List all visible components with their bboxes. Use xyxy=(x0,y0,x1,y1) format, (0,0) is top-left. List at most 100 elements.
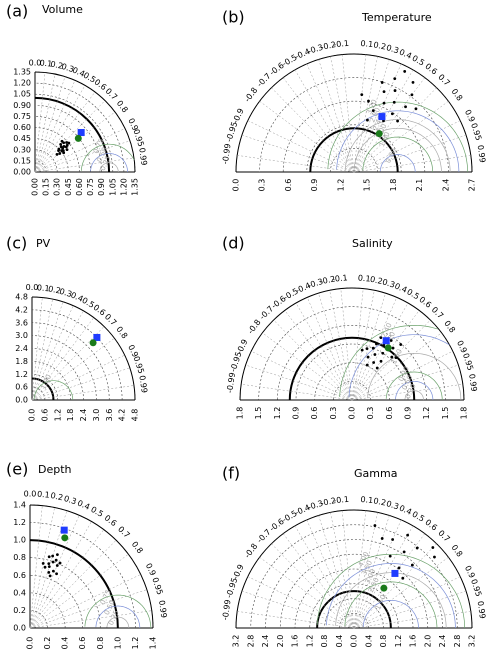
correlation-tick-label: 0.6 xyxy=(417,295,433,310)
std-circle xyxy=(34,149,58,173)
correlation-tick-label: 0.9 xyxy=(463,564,477,579)
correlation-line xyxy=(31,326,105,401)
x-tick-label: 1.4 xyxy=(149,637,158,650)
model-point xyxy=(367,99,370,103)
correlation-tick-label: 0.0 xyxy=(24,489,37,498)
model-point xyxy=(410,563,414,567)
model-point xyxy=(41,561,45,565)
model-point xyxy=(366,355,370,359)
model-point xyxy=(380,537,384,540)
rms-contour xyxy=(353,127,442,172)
std-circle xyxy=(306,124,402,173)
correlation-tick-label: -0.3 xyxy=(307,499,325,512)
y-tick-label: 0.4 xyxy=(13,588,26,597)
model-point xyxy=(60,139,64,143)
model-point xyxy=(410,93,414,97)
panel-label: (a) xyxy=(6,2,28,21)
rms-contour xyxy=(344,119,451,172)
correlation-line xyxy=(29,554,129,629)
std-circle xyxy=(309,583,399,629)
panel-label: (f) xyxy=(222,464,240,483)
correlation-line xyxy=(262,332,353,401)
correlation-tick-label: 0.99 xyxy=(476,600,487,619)
model-point xyxy=(380,81,384,84)
model-point xyxy=(57,147,61,151)
ensemble-mean-marker xyxy=(391,569,399,577)
x-tick-label: 1.2 xyxy=(131,637,140,650)
correlation-tick-label: 0.95 xyxy=(132,355,146,375)
model-point xyxy=(394,356,398,360)
correlation-line xyxy=(31,354,125,401)
x-tick-label: 0.2 xyxy=(43,637,52,650)
outer-arc xyxy=(34,71,136,173)
y-tick-label: 4.8 xyxy=(15,293,28,302)
y-tick-label: 1.8 xyxy=(15,357,28,366)
model-point xyxy=(381,351,385,355)
std-circle xyxy=(279,554,429,629)
x-tick-label: 0.9 xyxy=(292,407,301,420)
model-point xyxy=(60,149,63,153)
std-circle xyxy=(31,335,97,401)
correlation-line xyxy=(295,302,353,401)
correlation-tick-label: 0.95 xyxy=(469,122,483,142)
model-point xyxy=(382,101,386,105)
x-tick-label: 0.3 xyxy=(329,407,338,420)
correlation-tick-label: -0.95 xyxy=(224,121,239,143)
correlation-line xyxy=(34,111,116,173)
model-point xyxy=(401,576,405,580)
x-tick-label: 0.60 xyxy=(75,178,84,196)
y-tick-label: 1.2 xyxy=(13,518,26,527)
correlation-line xyxy=(34,100,106,173)
correlation-tick-label: 0.99 xyxy=(476,144,487,163)
x-tick-label: 1.2 xyxy=(273,407,282,420)
correlation-line xyxy=(31,301,64,401)
panel-label: (d) xyxy=(222,234,245,253)
correlation-line xyxy=(29,507,55,629)
model-point xyxy=(372,361,376,364)
std-circle xyxy=(31,348,84,401)
rms-contour xyxy=(344,581,438,629)
y-tick-label: 0.15 xyxy=(13,156,31,165)
correlation-line xyxy=(351,302,409,401)
model-point xyxy=(404,105,407,109)
x-tick-label: 2.1 xyxy=(415,179,424,192)
model-point xyxy=(54,558,58,562)
rms-contour xyxy=(106,616,130,628)
model-point xyxy=(406,533,410,537)
correlation-line xyxy=(34,73,56,173)
std-circle xyxy=(29,592,66,629)
correlation-line xyxy=(284,310,353,401)
x-tick-label: 1.5 xyxy=(254,407,263,420)
model-point xyxy=(55,152,59,156)
std-circle xyxy=(333,381,371,401)
model-point xyxy=(47,555,51,559)
x-tick-label: 0.9 xyxy=(310,179,319,192)
correlation-tick-label: 0.99 xyxy=(137,375,148,394)
x-tick-label: 3.2 xyxy=(468,635,477,648)
correlation-line xyxy=(353,134,467,173)
reference-arc xyxy=(316,590,392,629)
rms-contour-label: 1.80 xyxy=(39,373,53,391)
y-tick-label: 0.45 xyxy=(13,134,31,143)
y-tick-label: 1.05 xyxy=(13,90,31,99)
rms-contour xyxy=(379,154,416,172)
correlation-line xyxy=(259,557,355,629)
correlation-tick-label: 0.5 xyxy=(411,510,427,524)
model-point xyxy=(414,107,418,111)
correlation-line xyxy=(31,367,130,401)
panel-label: (c) xyxy=(6,234,27,253)
model-point xyxy=(389,339,393,342)
x-tick-label: 0.8 xyxy=(96,637,105,650)
model-point xyxy=(55,553,59,557)
correlation-tick-label: -0.2 xyxy=(319,274,336,286)
x-tick-label: 0.6 xyxy=(385,407,394,420)
reference-arc xyxy=(309,127,399,173)
rms-contour xyxy=(99,162,119,172)
x-tick-label: 0.00 xyxy=(31,178,40,196)
x-tick-label: 0.3 xyxy=(366,407,375,420)
x-tick-label: 2.0 xyxy=(276,635,285,648)
y-tick-label: 4.2 xyxy=(15,305,28,314)
x-tick-label: 1.5 xyxy=(363,179,372,192)
correlation-line xyxy=(241,134,355,173)
